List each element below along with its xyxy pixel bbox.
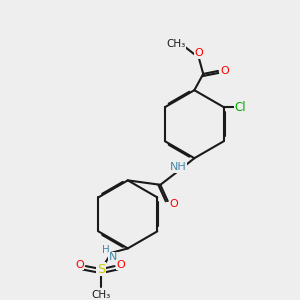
Text: S: S <box>97 262 105 276</box>
Text: Cl: Cl <box>234 101 246 114</box>
Text: H: H <box>102 245 110 255</box>
Text: O: O <box>117 260 125 270</box>
Text: N: N <box>109 252 117 262</box>
Text: CH₃: CH₃ <box>167 39 186 50</box>
Text: CH₃: CH₃ <box>92 290 111 300</box>
Text: O: O <box>220 66 229 76</box>
Text: O: O <box>170 199 178 209</box>
Text: NH: NH <box>170 162 187 172</box>
Text: O: O <box>194 48 203 58</box>
Text: O: O <box>75 260 84 270</box>
